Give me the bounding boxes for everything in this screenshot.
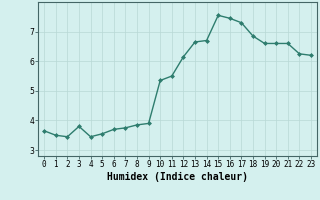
X-axis label: Humidex (Indice chaleur): Humidex (Indice chaleur) [107, 172, 248, 182]
